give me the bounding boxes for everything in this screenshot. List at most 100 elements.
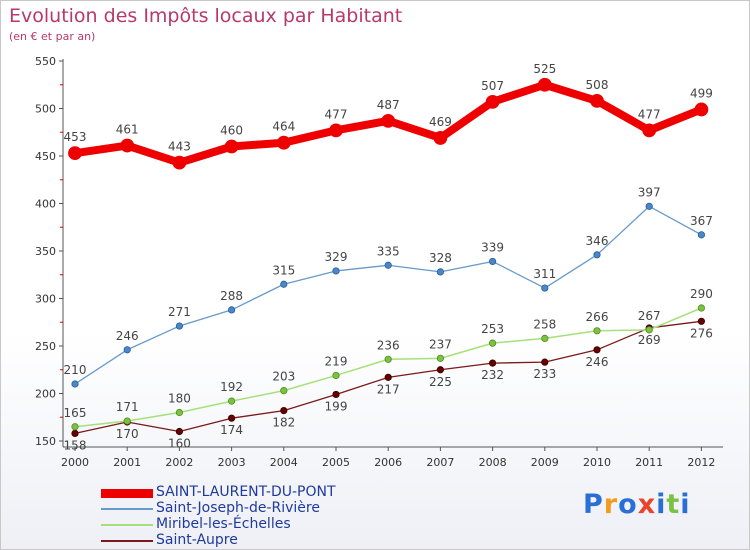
data-point (485, 94, 500, 109)
data-point (280, 280, 288, 288)
data-point (488, 339, 497, 347)
data-point (436, 354, 444, 362)
data-label: 237 (429, 337, 452, 351)
y-tick-label: 300 (35, 293, 56, 306)
data-point (541, 284, 549, 292)
data-label: 158 (64, 438, 87, 452)
legend-item: Miribel-les-Échelles (101, 516, 401, 533)
data-label: 525 (533, 62, 556, 76)
data-label: 192 (220, 380, 243, 394)
legend-item: Saint-Aupre (101, 532, 401, 549)
logo-letter: i (656, 489, 667, 520)
data-point (384, 373, 392, 381)
data-point (433, 131, 448, 145)
data-point (488, 257, 497, 266)
data-label: 225 (429, 375, 452, 389)
data-label: 487 (377, 98, 400, 112)
data-point (381, 113, 396, 128)
data-point (642, 123, 657, 138)
logo-letter: t (666, 489, 681, 520)
y-tick-label: 250 (35, 340, 56, 353)
logo-letter: i (680, 489, 691, 520)
data-point (590, 94, 604, 108)
data-label: 499 (690, 86, 713, 100)
data-label: 346 (586, 234, 609, 248)
x-tick-label: 2011 (635, 456, 663, 469)
data-label: 170 (116, 427, 139, 441)
data-label: 507 (481, 79, 504, 93)
data-point (593, 327, 601, 335)
x-tick-label: 2009 (531, 456, 559, 469)
data-label: 174 (220, 423, 243, 437)
data-label: 276 (690, 326, 713, 340)
data-point (645, 202, 653, 210)
data-point (436, 366, 444, 374)
data-label: 171 (116, 400, 139, 414)
logo-letter: x (637, 489, 657, 520)
y-tick-label: 500 (35, 103, 56, 116)
data-point (68, 146, 82, 161)
data-label: 443 (168, 140, 191, 154)
data-point (224, 139, 239, 154)
data-point (332, 390, 340, 399)
data-label: 508 (586, 78, 609, 92)
data-label: 329 (325, 250, 348, 264)
data-point (123, 417, 131, 425)
legend-label: Miribel-les-Échelles (156, 516, 291, 532)
data-point (697, 231, 706, 239)
x-tick-label: 2010 (583, 456, 611, 469)
data-point (694, 102, 709, 117)
data-label: 246 (116, 329, 139, 343)
data-point (541, 358, 549, 366)
data-point (280, 387, 288, 395)
data-label: 246 (586, 355, 609, 369)
data-label: 266 (586, 310, 609, 324)
data-point (697, 304, 706, 312)
data-point (228, 306, 236, 314)
y-tick-label: 200 (35, 388, 56, 401)
data-label: 397 (638, 185, 661, 199)
data-point (71, 423, 79, 431)
data-label: 271 (168, 305, 191, 319)
data-point (175, 322, 183, 330)
data-point (645, 326, 653, 334)
data-label: 461 (116, 123, 139, 137)
data-point (120, 138, 135, 153)
data-point (175, 408, 183, 417)
data-label: 464 (272, 120, 295, 134)
x-tick-label: 2001 (113, 456, 141, 469)
data-label: 339 (481, 240, 504, 254)
chart-title: Evolution des Impôts locaux par Habitant (9, 5, 403, 27)
data-point (276, 135, 291, 150)
data-label: 290 (690, 287, 713, 301)
data-point (71, 429, 79, 437)
data-label: 453 (64, 130, 87, 144)
proxiti-logo: Proxiti (583, 489, 691, 520)
data-label: 335 (377, 244, 400, 258)
chart-subtitle: (en € et par an) (9, 30, 96, 43)
logo-letter: P (583, 489, 604, 520)
data-label: 258 (533, 317, 556, 331)
data-label: 477 (638, 107, 661, 121)
x-tick-label: 2000 (61, 456, 89, 469)
data-point (384, 261, 392, 269)
data-label: 203 (272, 370, 295, 384)
data-point (593, 251, 601, 259)
y-tick-label: 550 (35, 55, 56, 68)
data-label: 165 (64, 406, 87, 420)
y-tick-label: 400 (35, 198, 56, 211)
data-point (172, 155, 187, 170)
data-point (175, 427, 183, 436)
legend-item: Saint-Joseph-de-Rivière (101, 500, 401, 517)
data-label: 253 (481, 322, 504, 336)
data-point (332, 371, 340, 380)
legend-label: SAINT-LAURENT-DU-PONT (156, 484, 336, 500)
data-label: 182 (272, 416, 295, 430)
legend-label: Saint-Joseph-de-Rivière (156, 500, 320, 516)
data-point (123, 346, 131, 354)
legend-label: Saint-Aupre (156, 532, 238, 548)
data-label: 180 (168, 392, 191, 406)
data-label: 460 (220, 124, 243, 138)
data-point (488, 359, 497, 367)
data-point (593, 346, 601, 354)
